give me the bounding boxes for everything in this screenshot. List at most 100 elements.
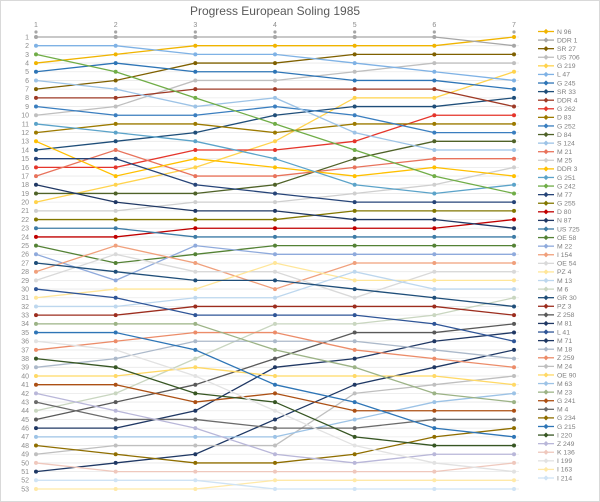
legend-label: M 13 [557, 278, 572, 285]
series-marker-m81 [273, 365, 277, 370]
series-marker-d83 [432, 121, 437, 126]
legend-swatch-marker [543, 432, 549, 438]
legend-item: G 262 [538, 106, 576, 113]
series-marker-g262 [113, 165, 118, 170]
series-marker-m13 [352, 269, 357, 274]
series-marker-i154 [273, 287, 277, 292]
series-marker-ddr4 [273, 87, 277, 92]
y-tick-label: 53 [21, 486, 29, 493]
series-marker-m77 [273, 191, 277, 196]
series-marker-ddr3 [352, 174, 357, 179]
legend-label: I 214 [557, 475, 572, 482]
series-marker-pz4 [512, 278, 516, 283]
series-marker-m21 [193, 174, 198, 179]
legend-item: D 84 [538, 132, 572, 139]
series-marker-m63 [34, 434, 38, 439]
series-marker-ddr1 [512, 43, 516, 48]
series-marker-m63 [113, 434, 118, 439]
x-tick-label: 2 [114, 22, 118, 29]
series-marker-d80 [273, 226, 277, 231]
series-marker-sr27 [512, 52, 516, 57]
legend-item: G 215 [538, 424, 576, 431]
series-marker-s124 [34, 78, 38, 83]
y-tick-label: 46 [21, 426, 29, 433]
y-tick-label: 48 [21, 443, 29, 450]
series-marker-g234 [113, 452, 118, 457]
series-marker-sr33 [34, 148, 38, 152]
legend-swatch-marker [543, 217, 549, 224]
series-marker-l41 [193, 313, 198, 318]
y-tick-label: 22 [21, 217, 29, 224]
series-line-m18 [35, 340, 515, 368]
legend-label: SR 27 [557, 46, 576, 53]
series-marker-gr30 [193, 278, 198, 283]
series-marker-i220 [34, 356, 38, 361]
series-marker-sr27 [273, 61, 277, 66]
series-marker-g251 [432, 191, 437, 196]
series-marker-pz4 [432, 278, 437, 283]
series-marker-ddr4 [352, 87, 357, 92]
y-tick-label: 7 [25, 87, 29, 94]
series-marker-g262 [273, 148, 277, 152]
series-marker-z249 [432, 452, 437, 457]
x-tick-mark [193, 30, 197, 34]
series-marker-gr30 [34, 261, 38, 265]
series-marker-z258 [34, 417, 38, 422]
series-marker-n96 [512, 35, 516, 39]
series-marker-m24 [273, 443, 277, 448]
series-marker-m18 [512, 356, 516, 361]
series-marker-g241 [432, 408, 437, 413]
legend-swatch-marker [543, 209, 549, 215]
legend-label: Z 259 [557, 355, 575, 362]
series-marker-i220 [273, 400, 277, 405]
series-marker-i214 [512, 487, 516, 491]
series-marker-s124 [113, 87, 118, 92]
legend-item: OE 90 [538, 372, 576, 379]
legend-item: M 81 [538, 321, 572, 328]
legend-swatch-marker [543, 346, 549, 352]
series-marker-ddr4 [512, 104, 516, 109]
legend-label: G 242 [557, 183, 576, 190]
series-marker-n87 [34, 182, 38, 187]
series-marker-i214 [432, 487, 437, 491]
series-marker-sr27 [193, 61, 198, 66]
series-marker-ddr3 [273, 165, 277, 170]
series-marker-oe58 [113, 261, 118, 265]
series-marker-m18 [113, 356, 118, 361]
series-marker-m13 [34, 304, 38, 309]
series-marker-m77 [352, 200, 357, 205]
y-tick-label: 42 [21, 391, 29, 398]
series-marker-k136 [273, 469, 277, 474]
series-marker-us725 [273, 234, 277, 239]
legend-label: D 83 [557, 115, 572, 122]
series-marker-d83 [273, 130, 277, 135]
series-marker-m13 [193, 295, 198, 300]
series-marker-d80 [432, 226, 437, 231]
y-tick-label: 44 [21, 408, 29, 415]
series-line-g252 [35, 105, 514, 134]
series-marker-s124 [193, 104, 198, 109]
series-marker-n87 [113, 200, 118, 205]
series-marker-m63 [273, 434, 277, 439]
series-marker-m6 [193, 356, 198, 361]
y-tick-label: 33 [21, 313, 29, 320]
series-layer [34, 35, 516, 491]
legend-swatch-marker [543, 458, 549, 464]
series-marker-m6 [34, 408, 38, 413]
series-marker-l41 [34, 287, 38, 292]
series-marker-oe58 [273, 243, 277, 248]
series-marker-g219 [432, 95, 437, 100]
series-marker-sr33 [273, 113, 277, 118]
series-line-gr30 [35, 262, 515, 308]
series-marker-g252 [352, 113, 357, 118]
series-marker-g255 [512, 208, 516, 213]
y-tick-label: 2 [25, 43, 29, 50]
series-marker-m23 [113, 321, 118, 326]
series-marker-ddr1 [113, 35, 118, 39]
series-marker-i154 [113, 243, 118, 248]
legend-swatch-marker [543, 372, 549, 378]
legend-item: M 25 [538, 158, 572, 165]
series-marker-m22 [193, 243, 198, 248]
series-marker-ddr3 [432, 165, 437, 170]
legend-item: M 24 [538, 364, 572, 371]
